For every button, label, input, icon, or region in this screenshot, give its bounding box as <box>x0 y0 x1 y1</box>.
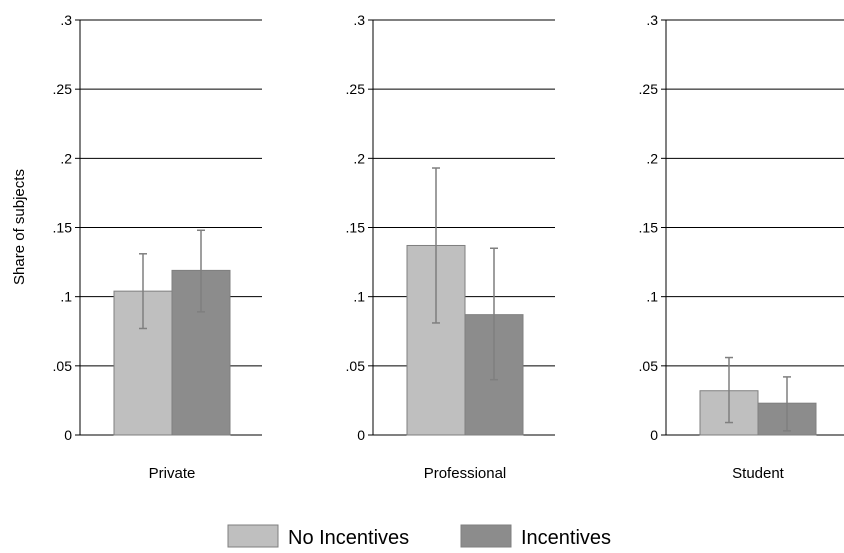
y-tick-label: .15 <box>53 220 73 236</box>
legend-item-incentives: Incentives <box>460 524 611 549</box>
y-tick-label: 0 <box>64 427 72 443</box>
y-tick-label: .15 <box>639 220 659 236</box>
y-tick-label: .3 <box>60 12 72 28</box>
y-tick-label: .15 <box>346 220 366 236</box>
y-tick-label: 0 <box>357 427 365 443</box>
chart-panels: 0 .05 .1 .15 .2 .25 .3 Private 0 .05 .1 .15 .2 .25 .3 P… <box>53 12 844 482</box>
y-tick-label: .1 <box>60 289 72 305</box>
error-bar <box>490 247 498 381</box>
y-tick-label: .2 <box>60 150 72 166</box>
y-tick-label: .05 <box>639 358 659 374</box>
error-bar <box>783 376 791 432</box>
legend-swatch <box>227 524 279 548</box>
y-tick-label: .25 <box>346 81 366 97</box>
panel-professional: 0 .05 .1 .15 .2 .25 .3 Professional <box>346 12 555 482</box>
panel-private: 0 .05 .1 .15 .2 .25 .3 Private <box>53 12 262 482</box>
category-label: Professional <box>424 465 507 482</box>
y-tick-label: .3 <box>646 12 658 28</box>
y-axis-label: Share of subjects <box>11 169 28 285</box>
category-label: Student <box>732 465 785 482</box>
category-label: Private <box>149 465 196 482</box>
y-tick-label: .1 <box>353 289 365 305</box>
error-bar <box>197 229 205 313</box>
y-tick-label: .25 <box>639 81 659 97</box>
y-tick-label: .2 <box>646 150 658 166</box>
y-tick-label: .05 <box>346 358 366 374</box>
legend-label: Incentives <box>521 527 611 549</box>
y-tick-label: .05 <box>53 358 73 374</box>
legend-swatch <box>460 524 512 548</box>
legend: No Incentives Incentives <box>227 524 611 549</box>
y-tick-label: 0 <box>650 427 658 443</box>
y-tick-label: .25 <box>53 81 73 97</box>
panel-student: 0 .05 .1 .15 .2 .25 .3 Student <box>639 12 844 482</box>
y-tick-label: .2 <box>353 150 365 166</box>
error-bar <box>725 356 733 424</box>
y-tick-label: .3 <box>353 12 365 28</box>
legend-item-no-incentives: No Incentives <box>227 524 409 549</box>
y-tick-label: .1 <box>646 289 658 305</box>
error-bar <box>432 167 440 324</box>
error-bar <box>139 253 147 330</box>
legend-label: No Incentives <box>288 527 409 549</box>
